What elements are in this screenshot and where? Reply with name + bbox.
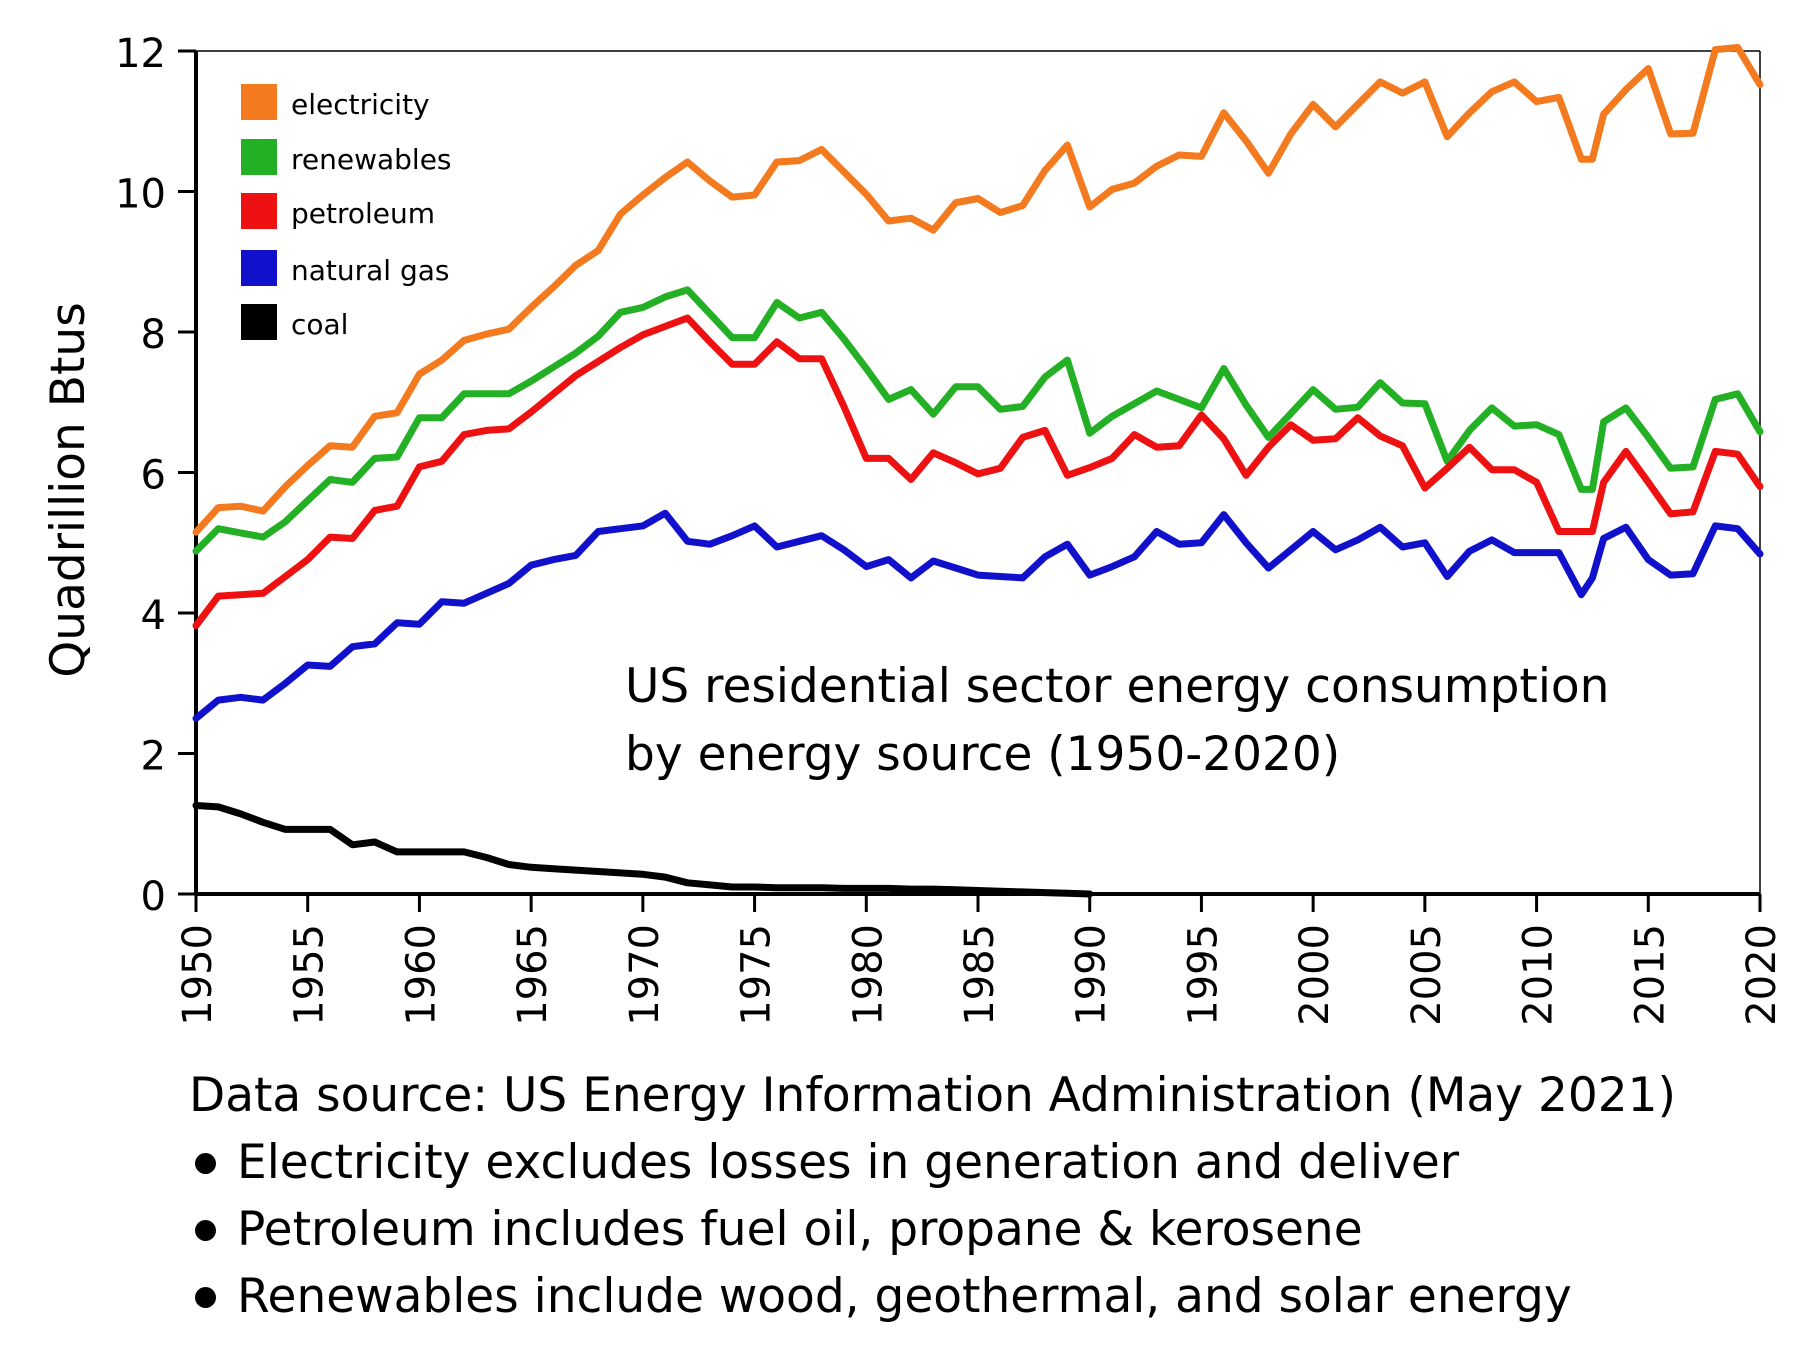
y-tick-label: 8 <box>141 312 166 358</box>
x-tick-label: 1965 <box>510 924 556 1026</box>
note-petroleum: Petroleum includes fuel oil, propane & k… <box>189 1196 1789 1263</box>
x-tick-label: 1970 <box>622 924 668 1026</box>
y-tick-label: 4 <box>141 593 166 639</box>
legend-swatch-natural-gas <box>241 250 277 286</box>
y-tick-label: 12 <box>115 31 166 77</box>
series-line-renewables <box>192 286 1764 555</box>
legend-label-electricity: electricity <box>291 88 430 121</box>
x-tick-label: 2020 <box>1739 924 1785 1026</box>
x-tick-label: 2005 <box>1404 924 1450 1026</box>
chart-title: US residential sector energy consumption <box>625 659 1609 714</box>
x-tick-label: 1995 <box>1180 924 1226 1026</box>
series-line-coal <box>192 802 1094 898</box>
y-axis: 0 2 4 6 8 10 12 <box>115 31 196 920</box>
x-tick-label: 2015 <box>1627 924 1673 1026</box>
series-line-petroleum <box>192 314 1764 630</box>
legend-swatch-petroleum <box>241 193 277 229</box>
legend-label-natural-gas: natural gas <box>291 254 450 287</box>
data-source-note: Data source: US Energy Information Admin… <box>189 1068 1676 1123</box>
y-tick-label: 2 <box>141 734 166 780</box>
y-tick-label: 6 <box>141 453 166 499</box>
x-tick-label: 1975 <box>734 924 780 1026</box>
x-tick-label: 1950 <box>175 924 221 1026</box>
x-tick-label: 1980 <box>845 924 891 1026</box>
x-tick-label: 2000 <box>1292 924 1338 1026</box>
x-tick-label: 2010 <box>1516 924 1562 1026</box>
y-tick-label: 10 <box>115 172 166 218</box>
note-electricity: Electricity excludes losses in generatio… <box>189 1129 1789 1196</box>
legend-swatch-electricity <box>241 84 277 120</box>
legend-label-renewables: renewables <box>291 143 452 176</box>
x-tick-label: 1960 <box>398 924 444 1026</box>
y-tick-label: 0 <box>141 874 166 920</box>
x-tick-label: 1990 <box>1069 924 1115 1026</box>
x-tick-label: 1955 <box>287 924 333 1026</box>
chart-notes: Data source: US Energy Information Admin… <box>189 1062 1789 1330</box>
note-renewables: Renewables include wood, geothermal, and… <box>189 1263 1789 1330</box>
series-line-electricity <box>192 44 1764 536</box>
notes-list: Electricity excludes losses in generatio… <box>189 1129 1789 1330</box>
legend: electricity renewables petroleum natural ga… <box>241 84 452 341</box>
chart-subtitle: by energy source (1950-2020) <box>625 727 1340 782</box>
series-lines <box>192 44 1764 898</box>
legend-swatch-coal <box>241 304 277 340</box>
legend-label-coal: coal <box>291 308 348 341</box>
x-tick-label: 1985 <box>957 924 1003 1026</box>
y-axis-label: Quadrillion Btus <box>41 302 96 677</box>
series-line-natural-gas <box>192 509 1764 722</box>
x-axis: 1950 1955 1960 1965 1970 1975 1980 1985 1990 1995… <box>175 894 1785 1026</box>
legend-label-petroleum: petroleum <box>291 197 435 230</box>
legend-swatch-renewables <box>241 139 277 175</box>
